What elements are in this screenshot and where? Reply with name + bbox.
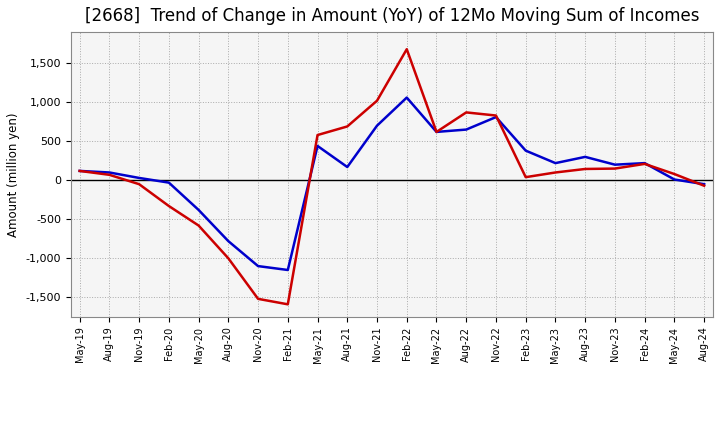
Net Income [640, 161, 649, 166]
Line: Ordinary Income: Ordinary Income [80, 98, 704, 270]
Ordinary Income [581, 154, 590, 160]
Ordinary Income [492, 114, 500, 120]
Ordinary Income [224, 238, 233, 244]
Ordinary Income [313, 143, 322, 149]
Legend: Ordinary Income, Net Income: Ordinary Income, Net Income [245, 436, 539, 440]
Ordinary Income [165, 180, 174, 185]
Net Income [253, 296, 262, 301]
Net Income [76, 168, 84, 173]
Ordinary Income [105, 170, 114, 175]
Net Income [492, 113, 500, 118]
Ordinary Income [135, 175, 143, 180]
Net Income [165, 203, 174, 209]
Ordinary Income [551, 161, 559, 166]
Net Income [462, 110, 471, 115]
Line: Net Income: Net Income [80, 49, 704, 304]
Net Income [194, 223, 203, 228]
Net Income [105, 172, 114, 177]
Net Income [432, 129, 441, 135]
Net Income [313, 132, 322, 138]
Ordinary Income [462, 127, 471, 132]
Net Income [402, 47, 411, 52]
Ordinary Income [373, 123, 382, 128]
Ordinary Income [521, 148, 530, 153]
Net Income [670, 172, 679, 177]
Title: [2668]  Trend of Change in Amount (YoY) of 12Mo Moving Sum of Incomes: [2668] Trend of Change in Amount (YoY) o… [85, 7, 699, 25]
Y-axis label: Amount (million yen): Amount (million yen) [7, 112, 20, 237]
Net Income [373, 98, 382, 103]
Ordinary Income [343, 165, 351, 170]
Ordinary Income [700, 182, 708, 187]
Net Income [521, 175, 530, 180]
Net Income [700, 183, 708, 188]
Net Income [284, 302, 292, 307]
Ordinary Income [284, 268, 292, 273]
Ordinary Income [76, 168, 84, 173]
Net Income [343, 124, 351, 129]
Ordinary Income [432, 129, 441, 135]
Ordinary Income [670, 177, 679, 182]
Ordinary Income [194, 207, 203, 213]
Ordinary Income [611, 162, 619, 167]
Net Income [551, 170, 559, 175]
Ordinary Income [640, 161, 649, 166]
Net Income [224, 256, 233, 261]
Ordinary Income [402, 95, 411, 100]
Net Income [135, 182, 143, 187]
Ordinary Income [253, 264, 262, 269]
Net Income [611, 166, 619, 171]
Net Income [581, 166, 590, 172]
